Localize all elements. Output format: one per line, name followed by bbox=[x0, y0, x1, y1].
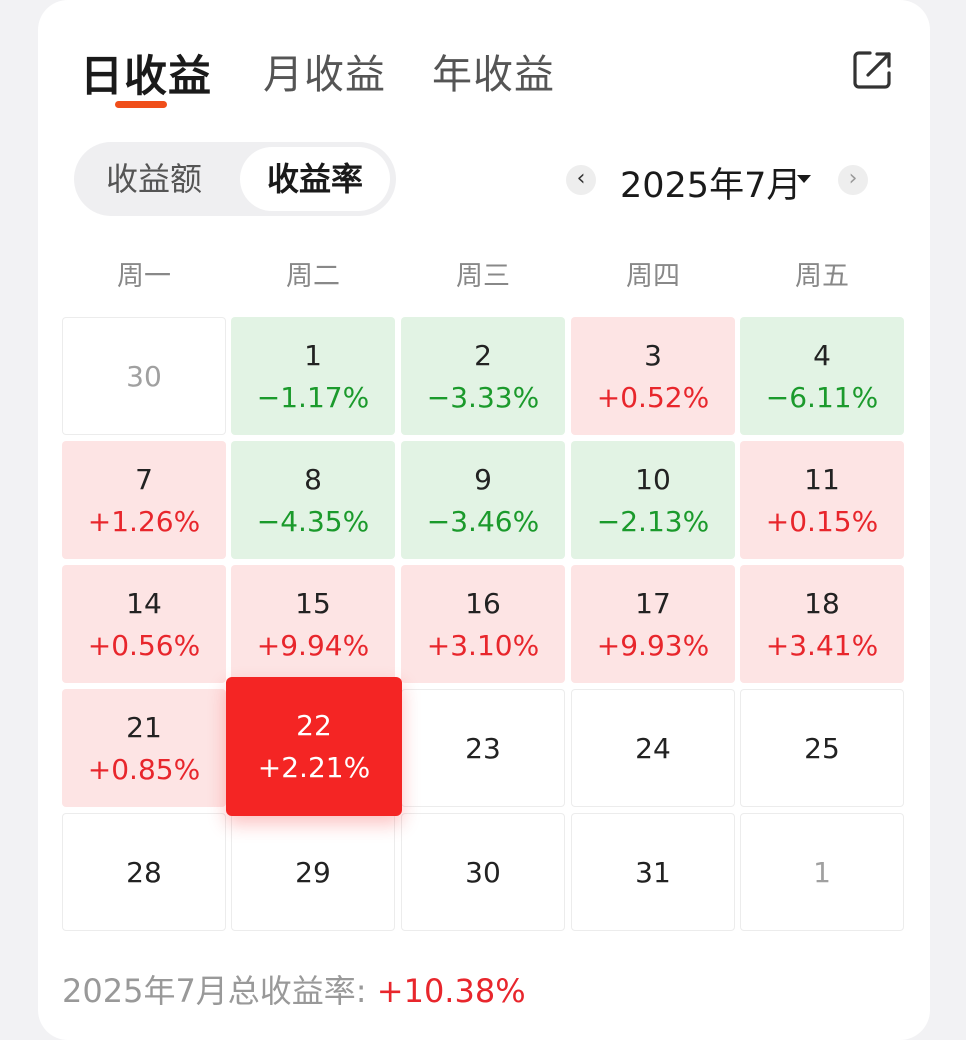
tab-monthly-earnings[interactable]: 月收益 bbox=[263, 52, 386, 98]
daily-return-rate: −3.33% bbox=[426, 381, 540, 414]
calendar-day[interactable]: 1 −1.17% bbox=[231, 317, 395, 435]
day-number: 15 bbox=[295, 587, 331, 620]
daily-return-rate: −6.11% bbox=[765, 381, 879, 414]
daily-return-rate: +0.15% bbox=[765, 505, 879, 538]
daily-return-rate: +3.41% bbox=[765, 629, 879, 662]
daily-return-rate: −3.46% bbox=[426, 505, 540, 538]
day-number: 8 bbox=[304, 463, 322, 496]
weekday-label: 周二 bbox=[286, 261, 340, 292]
calendar-day[interactable]: 25 bbox=[740, 689, 904, 807]
daily-return-rate: −2.13% bbox=[596, 505, 710, 538]
day-number: 16 bbox=[465, 587, 501, 620]
weekday-label: 周一 bbox=[117, 261, 171, 292]
day-number: 24 bbox=[635, 732, 671, 765]
calendar-day[interactable]: 24 bbox=[571, 689, 735, 807]
segment-earnings-amount[interactable]: 收益额 bbox=[105, 160, 202, 198]
tab-yearly-earnings[interactable]: 年收益 bbox=[432, 52, 555, 98]
calendar-day[interactable]: 4 −6.11% bbox=[740, 317, 904, 435]
day-number: 2 bbox=[474, 339, 492, 372]
tab-daily-earnings[interactable]: 日收益 bbox=[80, 52, 212, 102]
day-number: 31 bbox=[635, 856, 671, 889]
metric-segmented-control: 收益额 收益率 bbox=[74, 142, 396, 216]
daily-return-rate: +0.56% bbox=[87, 629, 201, 662]
day-number: 1 bbox=[813, 856, 831, 889]
daily-return-rate: +0.52% bbox=[596, 381, 710, 414]
weekday-label: 周四 bbox=[626, 261, 680, 292]
calendar-day[interactable]: 8 −4.35% bbox=[231, 441, 395, 559]
day-number: 23 bbox=[465, 732, 501, 765]
total-value: +10.38% bbox=[376, 972, 526, 1010]
daily-return-rate: −1.17% bbox=[256, 381, 370, 414]
weekday-label: 周五 bbox=[795, 261, 849, 292]
calendar-day[interactable]: 2 −3.33% bbox=[401, 317, 565, 435]
day-number: 9 bbox=[474, 463, 492, 496]
day-number: 14 bbox=[126, 587, 162, 620]
calendar-day[interactable]: 23 bbox=[401, 689, 565, 807]
monthly-total-rate: 2025年7月总收益率: +10.38% bbox=[62, 966, 526, 1012]
calendar-day[interactable]: 30 bbox=[401, 813, 565, 931]
month-selector[interactable]: 2025年7月 bbox=[620, 166, 802, 206]
calendar-day[interactable]: 9 −3.46% bbox=[401, 441, 565, 559]
day-number: 1 bbox=[304, 339, 322, 372]
calendar-day[interactable]: 28 bbox=[62, 813, 226, 931]
calendar-day[interactable]: 31 bbox=[571, 813, 735, 931]
chevron-right-icon[interactable]: › bbox=[838, 165, 868, 195]
day-number: 28 bbox=[126, 856, 162, 889]
calendar-day[interactable]: 11 +0.15% bbox=[740, 441, 904, 559]
daily-return-rate: +1.26% bbox=[87, 505, 201, 538]
calendar-day[interactable]: 3 +0.52% bbox=[571, 317, 735, 435]
day-number: 17 bbox=[635, 587, 671, 620]
calendar-day[interactable]: 7 +1.26% bbox=[62, 441, 226, 559]
day-number: 4 bbox=[813, 339, 831, 372]
tab-active-indicator bbox=[115, 101, 167, 108]
calendar-day[interactable]: 14 +0.56% bbox=[62, 565, 226, 683]
calendar-day[interactable]: 21 +0.85% bbox=[62, 689, 226, 807]
calendar-day-selected[interactable]: 22 +2.21% bbox=[226, 677, 402, 816]
day-number: 30 bbox=[465, 856, 501, 889]
calendar-day[interactable]: 16 +3.10% bbox=[401, 565, 565, 683]
segment-earnings-rate[interactable]: 收益率 bbox=[240, 147, 390, 211]
day-number: 3 bbox=[644, 339, 662, 372]
calendar-day[interactable]: 17 +9.93% bbox=[571, 565, 735, 683]
calendar-day[interactable]: 29 bbox=[231, 813, 395, 931]
daily-return-rate: +2.21% bbox=[257, 751, 371, 784]
daily-return-rate: +0.85% bbox=[87, 753, 201, 786]
daily-return-rate: −4.35% bbox=[256, 505, 370, 538]
day-number: 29 bbox=[295, 856, 331, 889]
share-icon[interactable] bbox=[850, 48, 894, 92]
weekday-label: 周三 bbox=[456, 261, 510, 292]
caret-down-icon[interactable] bbox=[797, 175, 811, 183]
day-number: 18 bbox=[804, 587, 840, 620]
total-label: 2025年7月总收益率: bbox=[62, 972, 377, 1010]
calendar-day[interactable]: 30 bbox=[62, 317, 226, 435]
calendar-day[interactable]: 10 −2.13% bbox=[571, 441, 735, 559]
day-number: 30 bbox=[126, 360, 162, 393]
daily-return-rate: +9.93% bbox=[596, 629, 710, 662]
calendar-day[interactable]: 18 +3.41% bbox=[740, 565, 904, 683]
day-number: 25 bbox=[804, 732, 840, 765]
chevron-left-icon[interactable]: ‹ bbox=[566, 165, 596, 195]
day-number: 10 bbox=[635, 463, 671, 496]
daily-return-rate: +3.10% bbox=[426, 629, 540, 662]
day-number: 22 bbox=[296, 709, 332, 742]
calendar-day[interactable]: 1 bbox=[740, 813, 904, 931]
daily-return-rate: +9.94% bbox=[256, 629, 370, 662]
calendar-day[interactable]: 15 +9.94% bbox=[231, 565, 395, 683]
day-number: 7 bbox=[135, 463, 153, 496]
day-number: 21 bbox=[126, 711, 162, 744]
day-number: 11 bbox=[804, 463, 840, 496]
